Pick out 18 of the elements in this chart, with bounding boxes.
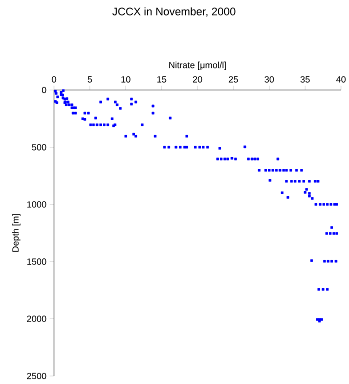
x-tick-label: 15	[157, 76, 166, 83]
y-tick-label: 2500	[27, 372, 46, 380]
x-tick-label: 20	[192, 76, 202, 83]
x-tick-label: 0	[52, 76, 56, 83]
x-tick-label: 10	[121, 76, 130, 83]
x-axis-title: Nitrate [μmol/l]	[169, 62, 226, 70]
y-tick-label: 1000	[27, 201, 46, 208]
y-tick-label: 500	[32, 144, 46, 150]
y-tick-label: 1500	[27, 258, 46, 265]
x-tick-label: 40	[336, 76, 346, 83]
y-axis-title: Depth [m]	[12, 214, 20, 252]
y-tick-label: 0	[42, 86, 46, 94]
chart-title: JCCX in November, 2000	[112, 7, 236, 17]
x-tick-label: 30	[264, 76, 274, 83]
x-tick-label: 5	[88, 76, 92, 83]
x-tick-label: 35	[300, 76, 310, 83]
x-tick-label: 25	[228, 76, 238, 83]
y-tick-label: 2000	[27, 316, 46, 322]
